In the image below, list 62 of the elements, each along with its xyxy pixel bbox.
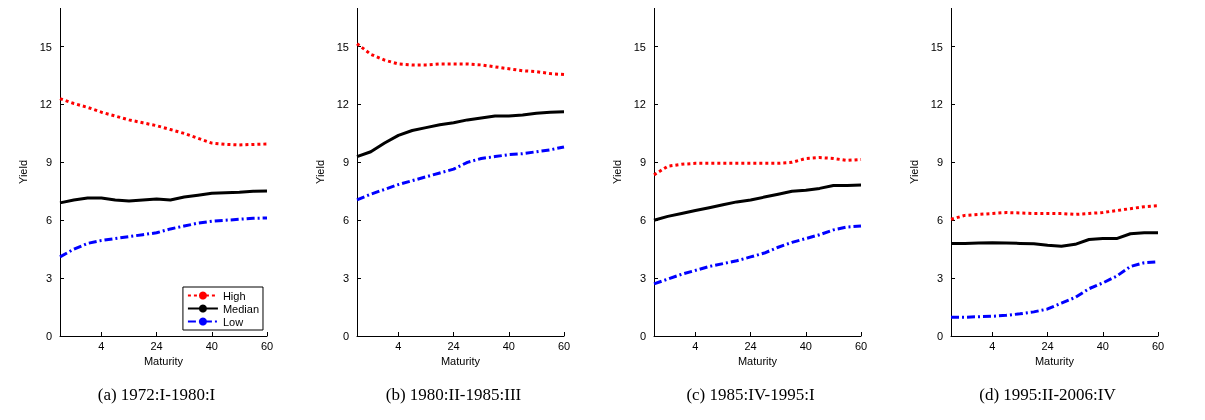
y-tick-label: 6 [639,214,646,227]
x-tick-label: 40 [502,339,515,352]
y-tick-label: 6 [45,214,52,227]
line-series [355,145,566,202]
x-tick-label: 4 [98,339,105,352]
y-tick-label: 3 [342,272,349,285]
y-tick-label: 0 [342,330,349,342]
line-series [652,156,863,177]
legend-label: Median [222,302,259,315]
y-tick-label: 12 [39,98,52,111]
x-tick-label: 4 [989,339,996,352]
x-tick-label: 60 [854,339,868,352]
line-series [949,204,1160,221]
x-tick-label: 24 [744,339,757,352]
x-tick-label: 24 [150,339,163,352]
x-axis-title: Maturity [1034,355,1075,368]
x-axis-title: Maturity [143,355,184,368]
y-tick-label: 6 [342,214,349,227]
y-tick-label: 3 [639,272,646,285]
text: (a) 1972:I-1980:I [97,385,216,404]
x-tick-label: 40 [1096,339,1109,352]
line-series [652,224,863,286]
text: (b) 1980:II-1985:III [385,385,522,404]
x-tick-label: 60 [557,339,571,352]
y-tick-label: 3 [936,272,943,285]
y-tick-label: 15 [930,40,943,53]
text: (c) 1985:IV-1995:I [686,385,815,404]
y-tick-label: 9 [936,156,943,169]
x-tick-label: 4 [692,339,699,352]
y-tick-label: 3 [45,272,52,285]
y-tick-label: 9 [342,156,349,169]
x-tick-label: 40 [205,339,218,352]
y-axis-title: Yield [17,159,30,185]
y-tick-label: 15 [39,40,52,53]
y-tick-label: 15 [633,40,646,53]
x-tick-label: 24 [447,339,460,352]
y-tick-label: 6 [936,214,943,227]
y-tick-label: 12 [930,98,943,111]
y-axis-title: Yield [908,159,921,185]
y-tick-label: 0 [936,330,943,342]
x-axis-title: Maturity [737,355,778,368]
y-tick-label: 0 [639,330,646,342]
x-tick-label: 60 [260,339,274,352]
x-tick-label: 4 [395,339,402,352]
text: (d) 1995:II-2006:IV [979,385,1117,404]
legend-label: Low [222,315,244,328]
x-tick-label: 24 [1041,339,1054,352]
x-tick-label: 40 [799,339,812,352]
y-tick-label: 15 [336,40,349,53]
y-axis-title: Yield [314,159,327,185]
line-series [58,216,269,259]
legend-label: High [222,289,246,302]
x-axis-title: Maturity [440,355,481,368]
y-tick-label: 12 [633,98,646,111]
x-tick-label: 60 [1151,339,1165,352]
y-tick-label: 0 [45,330,52,342]
line-series [355,42,566,77]
y-tick-label: 9 [45,156,52,169]
y-tick-label: 9 [639,156,646,169]
y-axis-title: Yield [611,159,624,185]
line-series [58,97,269,147]
y-tick-label: 12 [336,98,349,111]
